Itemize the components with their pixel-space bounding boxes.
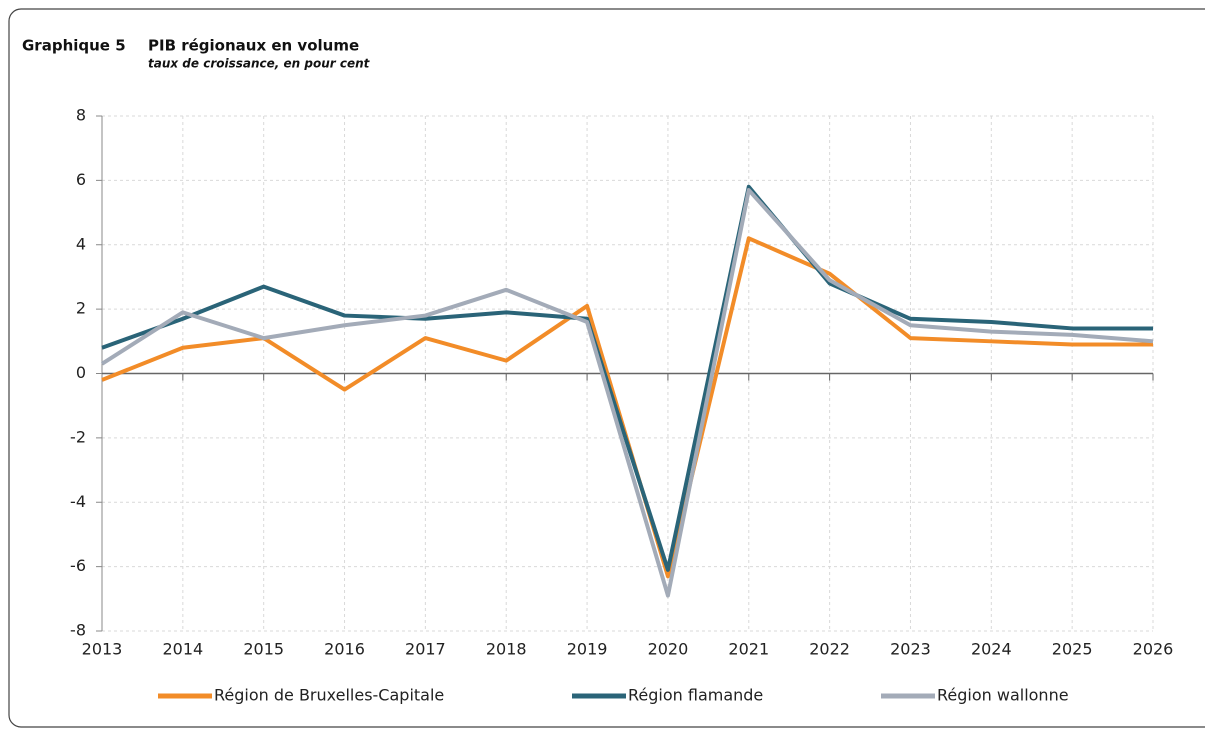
y-tick-label: 8: [76, 106, 86, 125]
x-tick-label: 2023: [890, 640, 931, 659]
y-tick-label: 0: [76, 363, 86, 382]
chart-subtitle: taux de croissance, en pour cent: [148, 57, 371, 71]
y-tick-label: 2: [76, 299, 86, 318]
x-tick-label: 2014: [162, 640, 203, 659]
y-tick-label: -6: [70, 556, 86, 575]
x-tick-label: 2021: [728, 640, 769, 659]
y-tick-label: 6: [76, 170, 86, 189]
legend-label: Région de Bruxelles-Capitale: [214, 686, 444, 705]
x-tick-label: 2016: [324, 640, 365, 659]
x-tick-label: 2018: [486, 640, 527, 659]
x-tick-label: 2017: [405, 640, 446, 659]
x-tick-label: 2022: [809, 640, 850, 659]
x-tick-label: 2013: [82, 640, 123, 659]
x-tick-label: 2019: [567, 640, 608, 659]
series-line: [101, 184, 1153, 572]
x-tick-label: 2026: [1133, 640, 1174, 659]
frame: [8, 8, 1205, 728]
x-tick-label: 2015: [243, 640, 284, 659]
y-tick-label: -4: [70, 492, 86, 511]
y-tick-label: 4: [76, 234, 86, 253]
series-line: [100, 188, 1154, 598]
x-tick-label: 2025: [1052, 640, 1093, 659]
x-tick-label: 2024: [971, 640, 1012, 659]
figure-label: Graphique 5: [22, 37, 126, 55]
x-tick-label: 2020: [648, 640, 689, 659]
y-tick-label: -2: [70, 427, 86, 446]
y-tick-label: -8: [70, 621, 86, 640]
chart-title: PIB régionaux en volume: [148, 37, 359, 55]
legend-label: Région wallonne: [937, 686, 1069, 705]
legend-label: Région flamande: [628, 686, 763, 705]
